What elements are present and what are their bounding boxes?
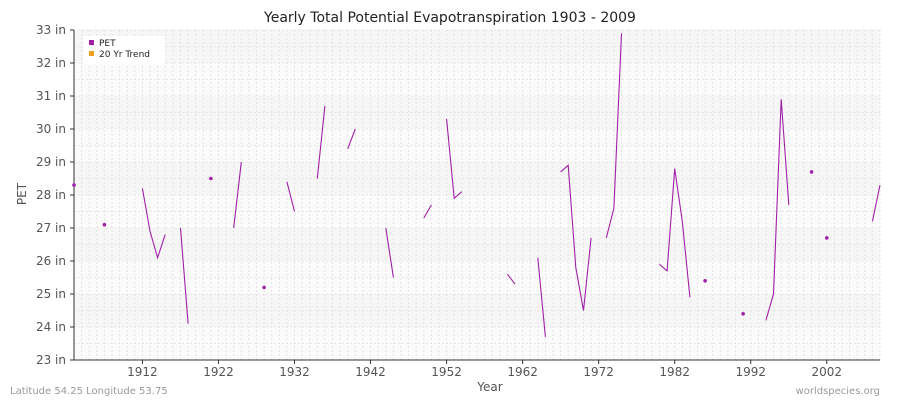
data-point (824, 236, 829, 240)
y-tick-label: 32 in (36, 56, 66, 70)
legend-swatch-pet (89, 40, 94, 45)
y-tick-label: 28 in (36, 188, 66, 202)
legend-label-pet: PET (99, 39, 116, 49)
series-line-segment (141, 188, 166, 260)
series-line-segment (537, 257, 546, 337)
series-line-segment (179, 227, 189, 324)
y-tick-label: 27 in (36, 221, 66, 235)
y-tick-label: 30 in (36, 122, 66, 136)
data-point (209, 176, 213, 181)
data-point (809, 170, 814, 174)
footer-source: worldspecies.org (796, 386, 880, 397)
data-point (72, 183, 76, 187)
data-point (703, 279, 707, 283)
y-tick-label: 23 in (36, 353, 66, 367)
y-tick-label: 25 in (36, 287, 66, 301)
x-tick-label: 1952 (431, 365, 462, 379)
pet-series (72, 33, 881, 337)
series-line-segment (659, 168, 691, 298)
series-line-segment (385, 227, 394, 278)
x-tick-label: 2002 (812, 365, 843, 379)
x-tick-label: 1962 (507, 365, 538, 379)
x-tick-label: 1992 (735, 365, 766, 379)
y-tick-label: 31 in (36, 89, 66, 103)
data-point (741, 312, 745, 316)
series-line-segment (316, 105, 326, 179)
x-tick-label: 1922 (203, 365, 234, 379)
series-line-segment (765, 99, 790, 321)
series-line-segment (286, 181, 296, 212)
y-tick-label: 24 in (36, 320, 66, 334)
series-line-segment (446, 119, 463, 200)
data-point (262, 285, 266, 290)
y-tick-labels: 23 in 24 in 25 in 26 in 27 in 28 in 29 in 30 in… (36, 23, 74, 367)
y-axis-label: PET (15, 182, 29, 205)
series-line-segment (233, 161, 242, 229)
chart-title: Yearly Total Potential Evapotranspiratio… (263, 10, 636, 26)
y-tick-label: 26 in (36, 254, 66, 268)
series-line-segment (423, 204, 432, 219)
series-line-segment (605, 33, 623, 239)
series-line-segment (506, 273, 516, 285)
x-tick-label: 1912 (127, 365, 158, 379)
x-axis-label: Year (476, 380, 502, 394)
legend-box (83, 36, 165, 64)
data-point (102, 222, 107, 227)
legend-swatch-trend (89, 51, 94, 56)
grid-lines (73, 29, 881, 361)
series-line-segment (347, 128, 356, 149)
x-tick-labels: 1912 1922 1932 1942 1952 1962 1972 1982 1992 2002 (127, 360, 842, 379)
y-tick-label: 29 in (36, 155, 66, 169)
y-tick-label: 33 in (36, 23, 66, 37)
x-tick-label: 1942 (355, 365, 386, 379)
x-tick-label: 1982 (659, 365, 690, 379)
series-line-segment (871, 184, 881, 222)
series-line-segment (560, 164, 592, 311)
x-tick-label: 1932 (279, 365, 310, 379)
x-tick-label: 1972 (583, 365, 614, 379)
legend: PET 20 Yr Trend (83, 36, 165, 64)
legend-label-trend: 20 Yr Trend (99, 50, 150, 60)
footer-coordinates: Latitude 54.25 Longitude 53.75 (10, 386, 168, 397)
